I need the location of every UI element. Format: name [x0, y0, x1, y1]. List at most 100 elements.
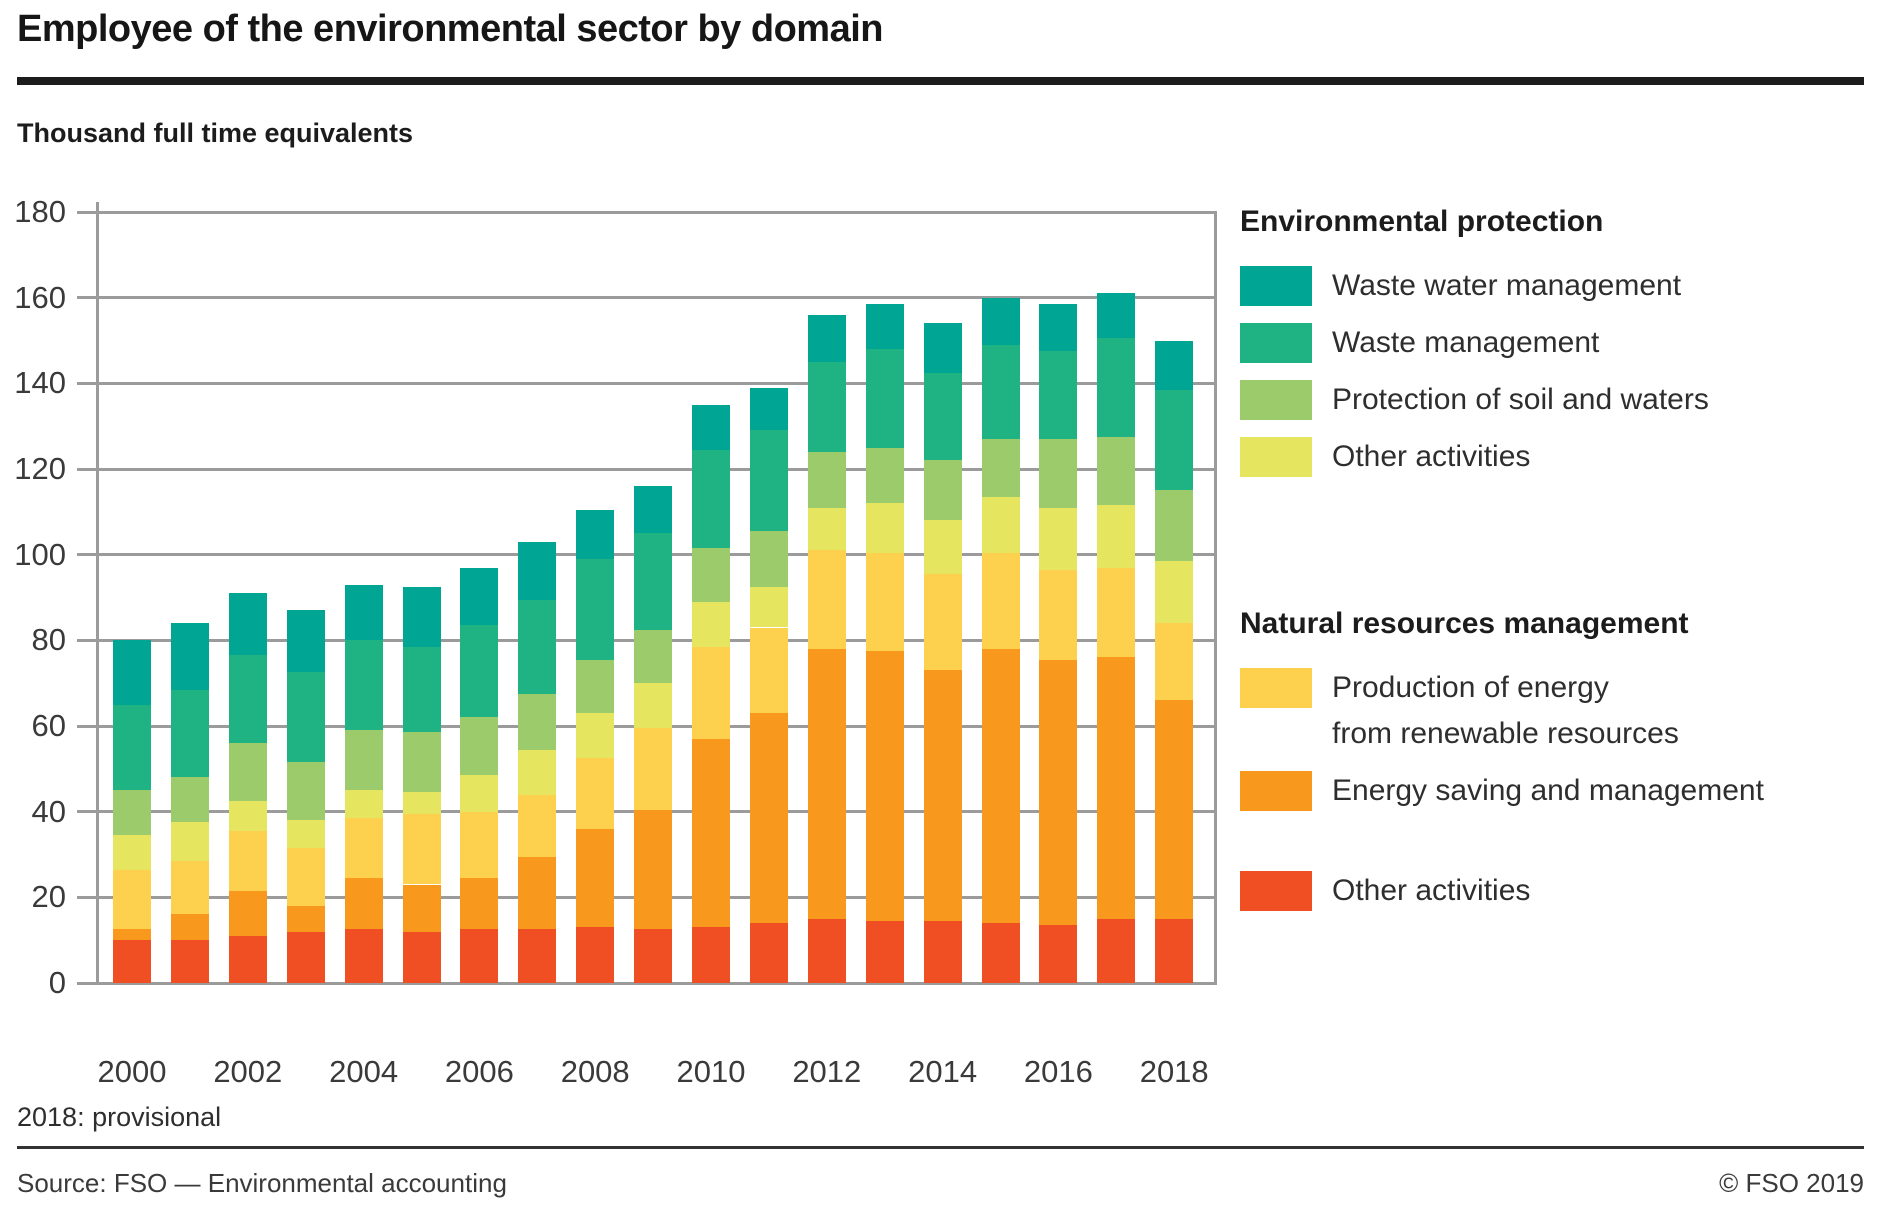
y-tick-label: 60: [31, 708, 66, 743]
x-tick-label: 2004: [329, 1054, 399, 1089]
legend-swatch: [1240, 771, 1312, 811]
legend-swatch: [1240, 323, 1312, 363]
x-tick-label: 2006: [444, 1054, 514, 1089]
y-tick-label: 40: [31, 793, 66, 829]
bar-segment-energy-saving: [981, 648, 1020, 924]
legend-item-label: Waste water management: [1332, 263, 1681, 309]
bar-segment-waste-water: [170, 623, 209, 690]
bar-segment-waste-management: [460, 625, 499, 718]
footnote: 2018: provisional: [17, 1102, 222, 1132]
x-tick-label: 2018: [1139, 1054, 1209, 1089]
bar-2001: [170, 212, 209, 983]
bar-segment-waste-water: [807, 314, 846, 362]
y-tick-label: 120: [14, 451, 66, 486]
x-axis-labels: 2000 2002 2004 2006 2008 2010 2012 2014 2016 2018: [97, 1052, 1215, 1096]
bar-segment-ep-other: [1155, 561, 1194, 624]
bar-segment-renewable-energy: [1097, 567, 1136, 658]
bar-segment-ep-other: [113, 835, 151, 870]
legend-item-label-line: Energy saving and management: [1332, 774, 1764, 807]
legend-item: Other activities: [1240, 871, 1870, 914]
bar-segment-waste-water: [981, 297, 1020, 345]
x-tick-label: 2014: [908, 1054, 978, 1089]
bar-segment-waste-management: [344, 640, 383, 731]
bar-segment-soil-waters: [576, 659, 615, 714]
bar-segment-energy-saving: [402, 884, 441, 932]
bar-segment-energy-saving: [634, 809, 673, 930]
bar-2008: [576, 212, 615, 983]
bar-2006: [460, 212, 499, 983]
bar-segment-soil-waters: [1039, 439, 1078, 508]
bar-segment-waste-management: [692, 449, 730, 549]
bar-segment-nrm-other: [749, 923, 788, 983]
legend-swatch: [1240, 437, 1312, 477]
bar-segment-energy-saving: [1039, 659, 1078, 926]
bar-segment-renewable-energy: [228, 830, 267, 891]
bar-segment-nrm-other: [576, 927, 615, 983]
bar-segment-ep-other: [286, 820, 325, 849]
bar-segment-waste-water: [1155, 340, 1194, 390]
bar-segment-waste-water: [576, 509, 615, 559]
gridline: [77, 210, 1215, 214]
plot-right-border: [1213, 210, 1217, 985]
y-axis-labels: 0 20 40 60 80 100 120 140 160 180: [0, 194, 66, 1000]
bar-segment-energy-saving: [170, 914, 209, 941]
bar-segment-ep-other: [807, 507, 846, 551]
y-tick-label: 160: [14, 279, 66, 315]
bar-segment-soil-waters: [981, 439, 1020, 497]
bar-segment-soil-waters: [692, 548, 730, 602]
bar-segment-renewable-energy: [692, 646, 730, 739]
bar-segment-soil-waters: [518, 693, 557, 750]
gridline: [77, 467, 1215, 471]
legend-swatch: [1240, 668, 1312, 708]
bar-segment-nrm-other: [460, 929, 499, 983]
bar-2000: [113, 212, 151, 983]
legend-group-heading: Environmental protection: [1240, 205, 1604, 238]
bar-segment-nrm-other: [228, 935, 267, 983]
bar-segment-waste-management: [749, 430, 788, 532]
bar-2009: [634, 212, 673, 983]
bar-segment-waste-water: [402, 586, 441, 647]
bar-segment-energy-saving: [749, 713, 788, 924]
gridline: [77, 296, 1215, 300]
bar-segment-renewable-energy: [170, 860, 209, 915]
bar-segment-ep-other: [344, 790, 383, 819]
x-tick-label: 2012: [792, 1054, 862, 1089]
bar-segment-ep-other: [981, 496, 1020, 553]
bar-2010: [692, 212, 730, 983]
bar-segment-energy-saving: [923, 670, 962, 921]
bar-segment-waste-water: [692, 404, 730, 450]
bar-2015: [981, 212, 1020, 983]
bar-segment-renewable-energy: [460, 811, 499, 879]
bar-segment-waste-management: [1155, 389, 1194, 491]
bar-segment-energy-saving: [228, 890, 267, 936]
bar-segment-nrm-other: [1039, 925, 1078, 983]
bar-segment-ep-other: [923, 520, 962, 574]
gridline: [77, 381, 1215, 385]
bar-segment-soil-waters: [344, 730, 383, 791]
bar-segment-energy-saving: [286, 905, 325, 932]
bar-2012: [807, 212, 846, 983]
bar-segment-ep-other: [749, 586, 788, 628]
bar-segment-waste-management: [170, 689, 209, 778]
bar-2014: [923, 212, 962, 983]
footer-rule: [17, 1146, 1864, 1149]
legend-item-label-line: Other activities: [1332, 440, 1531, 473]
legend-item: Waste management: [1240, 323, 1870, 366]
legend-item: Other activities: [1240, 437, 1870, 480]
bar-segment-soil-waters: [286, 762, 325, 821]
bar-segment-waste-water: [460, 567, 499, 626]
legend-swatch: [1240, 871, 1312, 911]
bar-segment-renewable-energy: [518, 794, 557, 857]
bar-segment-waste-management: [518, 599, 557, 694]
copyright-text: © FSO 2019: [1719, 1168, 1864, 1198]
bar-segment-waste-water: [1039, 304, 1078, 352]
bar-2016: [1039, 212, 1078, 983]
bar-segment-ep-other: [402, 792, 441, 814]
bar-segment-renewable-energy: [576, 758, 615, 829]
x-tick-label: 2008: [560, 1054, 630, 1089]
x-tick-label: 2016: [1023, 1054, 1093, 1089]
bar-segment-nrm-other: [402, 931, 441, 983]
legend-item-label: Energy saving and management: [1332, 768, 1764, 814]
bar-segment-soil-waters: [460, 717, 499, 776]
bar-segment-waste-water: [228, 593, 267, 656]
